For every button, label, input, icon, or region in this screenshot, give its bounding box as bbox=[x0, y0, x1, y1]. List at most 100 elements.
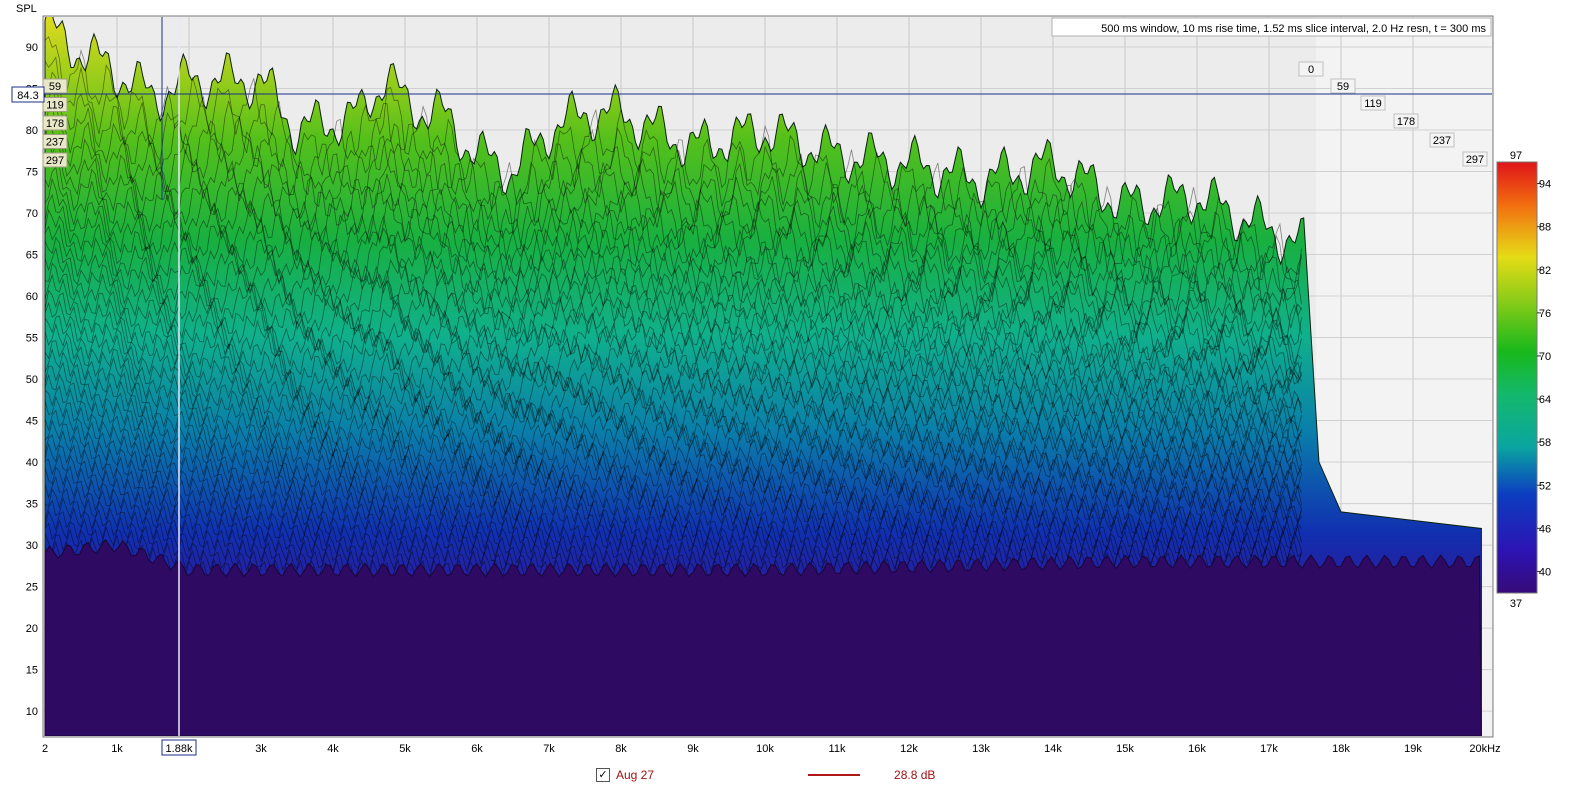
colorbar-tick-label: 76 bbox=[1539, 308, 1551, 320]
y-tick-label: 40 bbox=[26, 457, 38, 469]
legend-checkbox[interactable]: ✓ bbox=[596, 768, 610, 782]
decay-slice-contour bbox=[44, 119, 1302, 335]
decay-slice-contour bbox=[44, 465, 1302, 528]
info-text: 500 ms window, 10 ms rise time, 1.52 ms … bbox=[1101, 23, 1486, 35]
left-slice-label: 237 bbox=[46, 137, 64, 149]
time-slice-label-box bbox=[1360, 95, 1386, 111]
y-tick-label: 35 bbox=[26, 499, 38, 511]
decay-slice-contour bbox=[44, 262, 1302, 411]
decay-slice-contour bbox=[44, 340, 1302, 456]
time-slice-label: 59 bbox=[1337, 81, 1349, 93]
x-tick-label: 17k bbox=[1260, 743, 1278, 755]
decay-slice-contour bbox=[44, 442, 1302, 518]
x-cursor-readout-box[interactable] bbox=[161, 739, 197, 756]
y-tick-label: 25 bbox=[26, 582, 38, 594]
left-slice-label-box bbox=[42, 78, 68, 94]
decay-slice-contour bbox=[44, 385, 1302, 482]
decay-slice-contour bbox=[44, 177, 1302, 370]
x-tick-label: 3k bbox=[255, 743, 267, 755]
decay-slice-contour bbox=[44, 496, 1302, 550]
legend-value-readout: 28.8 dB bbox=[894, 768, 936, 782]
x-tick-label: 7k bbox=[543, 743, 555, 755]
x-tick-label: 9k bbox=[687, 743, 699, 755]
x-tick-label: 1k bbox=[111, 743, 123, 755]
decay-slice-contour bbox=[44, 419, 1302, 502]
colorbar-tick-label: 58 bbox=[1539, 437, 1551, 449]
decay-slice-contour bbox=[44, 71, 1302, 304]
time-slice-label-box bbox=[1429, 132, 1455, 148]
colorbar-tick-label: 82 bbox=[1539, 265, 1551, 277]
left-slice-label-box bbox=[42, 152, 68, 168]
x-cursor-readout[interactable]: 1.88k bbox=[166, 743, 193, 755]
decay-slice-contour bbox=[44, 193, 1302, 376]
time-slice-label: 237 bbox=[1433, 135, 1451, 147]
x-tick-label: 5k bbox=[399, 743, 411, 755]
colorbar-tick-label: 40 bbox=[1539, 566, 1551, 578]
x-tick-label: 10k bbox=[756, 743, 774, 755]
time-slice-label-box bbox=[1462, 151, 1488, 167]
decay-slice-contour bbox=[44, 141, 1302, 339]
colorbar-max-label: 97 bbox=[1510, 150, 1522, 162]
waterfall-surface bbox=[44, 17, 1482, 736]
y-tick-label: 10 bbox=[26, 706, 38, 718]
time-slice-label-box bbox=[1393, 113, 1419, 129]
legend-measurement-name[interactable]: Aug 27 bbox=[616, 768, 655, 782]
x-tick-label: 13k bbox=[972, 743, 990, 755]
decay-slice-contour bbox=[44, 315, 1302, 439]
decay-slice-contour bbox=[44, 246, 1302, 401]
y-tick-label: 15 bbox=[26, 665, 38, 677]
time-slice-label: 297 bbox=[1466, 154, 1484, 166]
decay-slice-contour bbox=[44, 151, 1302, 346]
left-slice-label-box bbox=[42, 115, 68, 131]
left-slice-label-box bbox=[42, 97, 68, 112]
decay-slice-contour bbox=[44, 273, 1302, 425]
x-tick-label: 6k bbox=[471, 743, 483, 755]
noise-floor-area bbox=[44, 538, 1482, 736]
colorbar-min-label: 37 bbox=[1510, 598, 1522, 610]
decay-slice-contour bbox=[44, 322, 1302, 446]
decay-slice-contour bbox=[44, 525, 1302, 574]
x-tick-label: 15k bbox=[1116, 743, 1134, 755]
time-slice-label: 0 bbox=[1308, 64, 1314, 76]
surface-front-slice bbox=[44, 17, 1482, 736]
x-tick-label: 16k bbox=[1188, 743, 1206, 755]
decay-slice-contour bbox=[44, 208, 1302, 383]
colorbar-tick-label: 70 bbox=[1539, 351, 1551, 363]
y-tick-label: 20 bbox=[26, 623, 38, 635]
decay-slice-contour bbox=[44, 452, 1302, 524]
y-tick-label: 70 bbox=[26, 208, 38, 220]
x-tick-label: 20kHz bbox=[1469, 743, 1500, 755]
x-tick-label: 18k bbox=[1332, 743, 1350, 755]
x-tick-label: 2 bbox=[42, 743, 48, 755]
y-tick-label: 60 bbox=[26, 291, 38, 303]
y-cursor-readout-box[interactable] bbox=[11, 86, 45, 103]
decay-slice-contour bbox=[44, 429, 1302, 507]
y-tick-label: 80 bbox=[26, 125, 38, 137]
y-tick-label: 65 bbox=[26, 250, 38, 262]
y-tick-label: 30 bbox=[26, 540, 38, 552]
info-box bbox=[1051, 17, 1492, 37]
decay-slice-contour bbox=[44, 236, 1302, 397]
decay-slice-contour bbox=[44, 36, 1302, 276]
colorbar-tick-label: 46 bbox=[1539, 523, 1551, 535]
y-cursor-readout[interactable]: 84.3 bbox=[17, 90, 38, 102]
colorbar-ticks: 94 88 82 76 70 64 58 52 46 40 bbox=[1537, 179, 1551, 578]
decay-slice-contour bbox=[44, 395, 1302, 489]
left-slice-label: 59 bbox=[49, 81, 61, 93]
x-tick-label: 4k bbox=[327, 743, 339, 755]
x-tick-label: 14k bbox=[1044, 743, 1062, 755]
time-slice-labels: 0 59 119 178 237 297 59 119 178 237 297 bbox=[42, 61, 1488, 168]
decay-slice-contour bbox=[44, 56, 1302, 295]
y-tick-label: 90 bbox=[26, 42, 38, 54]
decay-slice-contour bbox=[44, 348, 1302, 461]
colorbar-tick-label: 64 bbox=[1539, 394, 1551, 406]
y-tick-label: 50 bbox=[26, 374, 38, 386]
time-slice-label-box bbox=[1298, 61, 1324, 77]
decay-slice-contour bbox=[44, 475, 1302, 535]
decay-slice-contour bbox=[44, 507, 1302, 559]
colorbar bbox=[1496, 161, 1538, 594]
left-slice-label-box bbox=[42, 134, 68, 149]
time-slice-label-box bbox=[1330, 78, 1356, 94]
time-slice-label: 178 bbox=[1397, 116, 1415, 128]
x-tick-label: 19k bbox=[1404, 743, 1422, 755]
